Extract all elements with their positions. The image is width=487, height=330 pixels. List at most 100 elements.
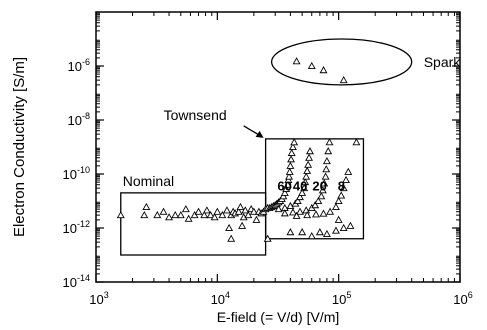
y-axis-label: Electron Conductivity [S/m] [11,57,28,237]
data-point [218,210,227,219]
x-tick-label: 104 [211,290,230,307]
data-point [287,148,296,156]
data-point [241,206,250,214]
data-point [279,192,288,200]
data-point [171,210,180,219]
data-point [339,183,348,192]
data-point [326,207,335,215]
data-point [252,215,261,223]
data-point [334,196,343,205]
curve-annotation-8: 8 [338,178,345,193]
data-point [346,221,355,229]
data-point [337,191,346,199]
data-point [305,153,314,161]
data-point [285,172,294,180]
data-point [142,202,151,210]
data-point [322,156,331,165]
data-point [292,57,301,65]
y-tick-label: 10-8 [68,111,90,128]
data-point [344,167,353,175]
data-point [302,172,311,180]
nominal-label: Nominal [123,173,174,189]
data-point [280,188,289,196]
data-point [206,210,215,219]
data-point [274,205,283,213]
data-point [305,147,314,155]
data-point [282,184,291,192]
data-point [304,160,313,168]
data-point [303,166,312,174]
data-point [298,228,307,236]
data-point [280,209,289,217]
townsend-label: Townsend [164,107,227,123]
x-axis-label: E-field (= V/d) [V/m] [217,309,340,325]
data-point [319,209,328,217]
data-point [293,196,302,205]
data-point [339,75,348,84]
data-point [116,210,125,219]
data-point [320,179,329,187]
data-point [318,186,327,194]
data-point [184,214,193,222]
plot-frame [95,11,461,283]
data-point [159,207,168,215]
data-point [314,196,323,205]
data-point [190,210,199,219]
data-point [181,205,190,213]
data-point [324,147,333,155]
data-point [322,229,331,237]
data-point [288,208,297,216]
data-point [284,175,293,183]
data-point [213,207,222,215]
data-point [286,228,295,236]
data-point [317,192,326,200]
data-point [307,232,316,240]
data-point [312,210,320,218]
data-point [244,210,253,219]
data-point [225,223,234,232]
data-point [283,180,292,188]
data-point [236,202,245,210]
nominal-region [120,192,267,256]
points-layer [116,57,361,242]
data-point [339,223,348,232]
data-point [325,138,334,146]
labels-layer: Nominal Townsend Spark 60 40 20 8 [123,54,462,193]
data-point [352,138,361,146]
x-tick-label: 106 [453,290,472,307]
data-point [238,221,247,229]
data-point [222,206,231,214]
data-point [307,61,316,70]
data-point [287,155,296,163]
curve-annotation-40: 40 [293,178,307,193]
data-point [210,213,219,221]
data-point [165,213,174,221]
data-point [263,234,272,242]
x-tick-label: 105 [332,290,351,307]
data-point [296,192,304,201]
y-tick-label: 10-14 [63,273,90,290]
y-tick-label: 10-6 [68,57,90,74]
data-point [319,66,328,74]
data-point [153,210,162,219]
curve-annotation-60: 60 [277,178,291,193]
spark-label: Spark [424,54,462,70]
data-point [300,183,309,192]
regions-layer [120,38,413,256]
townsend-arrow-head [255,130,264,138]
data-point [298,188,307,196]
x-tick-label: 103 [89,290,108,307]
data-point [331,226,340,234]
data-point [322,165,331,173]
y-tick-label: 10-10 [63,165,90,182]
data-point [303,210,312,219]
data-point [140,210,149,219]
data-point [342,175,350,183]
data-point [249,207,258,215]
data-point [286,161,295,169]
data-point [315,228,324,236]
data-point [176,210,185,219]
data-point [288,142,297,151]
data-point [200,210,209,219]
